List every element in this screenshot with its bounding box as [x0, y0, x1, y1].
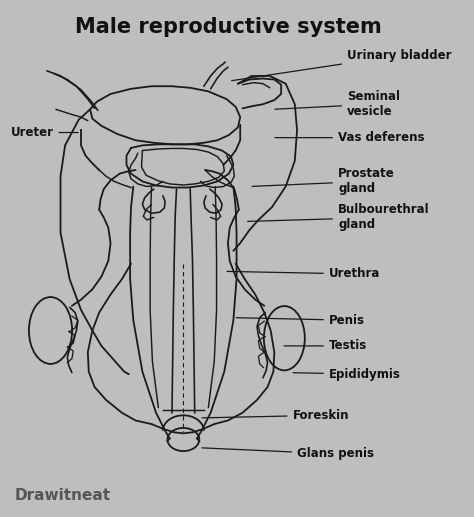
- Text: Urethra: Urethra: [227, 267, 380, 280]
- Text: Testis: Testis: [284, 340, 367, 353]
- Text: Bulbourethral
gland: Bulbourethral gland: [247, 203, 429, 232]
- Text: Vas deferens: Vas deferens: [275, 131, 425, 144]
- Text: Drawitneat: Drawitneat: [15, 488, 111, 503]
- Text: Glans penis: Glans penis: [202, 447, 374, 461]
- Text: Foreskin: Foreskin: [202, 409, 349, 422]
- Text: Ureter: Ureter: [10, 126, 78, 139]
- Text: Urinary bladder: Urinary bladder: [232, 49, 452, 81]
- Text: Seminal
vesicle: Seminal vesicle: [275, 90, 400, 118]
- Text: Epididymis: Epididymis: [293, 368, 401, 381]
- Text: Penis: Penis: [236, 314, 365, 327]
- Text: Prostate
gland: Prostate gland: [252, 168, 395, 195]
- Text: Male reproductive system: Male reproductive system: [75, 17, 382, 37]
